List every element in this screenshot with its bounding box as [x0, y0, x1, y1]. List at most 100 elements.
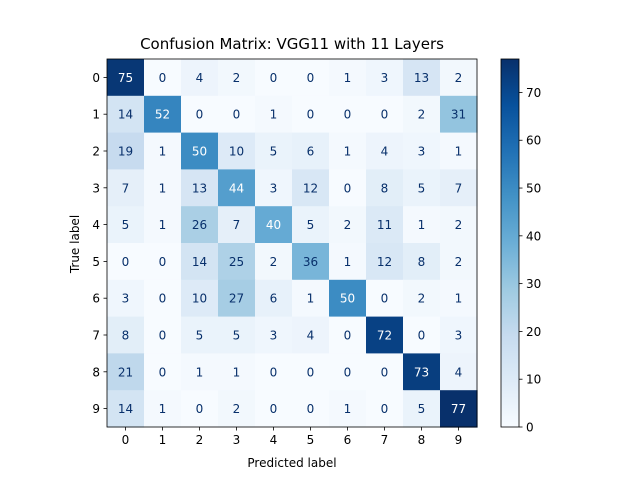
colorbar-tick-label: 40: [526, 229, 541, 243]
heatmap-cell: [255, 169, 293, 207]
heatmap-cell: [218, 206, 256, 244]
cell-value-label: 6: [307, 145, 315, 159]
cell-value-label: 3: [122, 292, 130, 306]
cell-value-label: 5: [418, 402, 426, 416]
cell-value-label: 0: [270, 71, 278, 85]
heatmap-cell: [107, 169, 145, 207]
colorbar: 0 10 20 30 40 50 60 70: [500, 58, 541, 435]
cell-value-label: 7: [455, 181, 463, 195]
cell-value-label: 12: [303, 181, 318, 195]
colorbar-tick-label: 20: [526, 325, 541, 339]
heatmap-cell: [181, 59, 219, 97]
cell-value-label: 0: [344, 329, 352, 343]
heatmap-cell: [144, 243, 182, 281]
cell-value-label: 3: [418, 145, 426, 159]
heatmap-cell: [107, 206, 145, 244]
heatmap-cell: [329, 95, 367, 134]
cell-value-label: 1: [455, 292, 463, 306]
y-tick-label: 7: [92, 329, 100, 343]
heatmap-cell: [292, 169, 330, 207]
heatmap-cell: [181, 353, 219, 391]
heatmap-cell: [292, 243, 330, 281]
heatmap-cell: [218, 353, 256, 391]
cell-value-label: 0: [270, 402, 278, 416]
cell-value-label: 8: [418, 255, 426, 269]
cell-value-label: 0: [381, 365, 389, 379]
cell-value-label: 7: [122, 181, 130, 195]
y-tick-label: 3: [92, 181, 100, 195]
x-tick-label: 9: [455, 433, 463, 447]
heatmap-cell: [366, 353, 404, 391]
cell-value-label: 1: [344, 402, 352, 416]
heatmap-cell: [440, 95, 478, 134]
heatmap-cell: [366, 206, 404, 244]
heatmap-cell: [107, 316, 145, 354]
heatmap-cell: [292, 132, 330, 170]
heatmap-cell: [329, 243, 367, 281]
cell-value-label: 26: [192, 218, 207, 232]
cell-value-label: 0: [122, 255, 130, 269]
cell-value-label: 1: [307, 292, 315, 306]
y-tick-label: 0: [92, 71, 100, 85]
cell-value-label: 0: [307, 108, 315, 122]
heatmap-cell: [292, 95, 330, 134]
heatmap-cell: [292, 279, 330, 318]
heatmap-cell: [181, 169, 219, 207]
heatmap-cell: [403, 132, 441, 170]
cell-value-label: 1: [455, 145, 463, 159]
cell-value-label: 6: [270, 292, 278, 306]
cell-value-label: 1: [159, 402, 167, 416]
cell-value-label: 25: [229, 255, 244, 269]
y-axis-label: True label: [68, 215, 82, 274]
heatmap-cell: [144, 316, 182, 354]
cell-value-label: 31: [451, 108, 466, 122]
x-axis-label: Predicted label: [247, 456, 336, 470]
heatmap-cell: [329, 353, 367, 391]
y-tick-label: 8: [92, 365, 100, 379]
cell-value-label: 21: [118, 365, 133, 379]
cell-value-label: 0: [196, 108, 204, 122]
cell-value-label: 44: [229, 181, 244, 195]
cell-value-label: 0: [233, 108, 241, 122]
cell-value-label: 2: [418, 292, 426, 306]
heatmap-cell: [107, 390, 145, 428]
cell-value-label: 72: [377, 329, 392, 343]
chart-title: Confusion Matrix: VGG11 with 11 Layers: [140, 35, 444, 53]
heatmap-cell: [107, 95, 145, 134]
heatmap-cell: [181, 316, 219, 354]
cell-value-label: 0: [307, 402, 315, 416]
cell-value-label: 12: [377, 255, 392, 269]
heatmap-cell: [255, 316, 293, 354]
cell-value-label: 36: [303, 255, 318, 269]
cell-value-label: 0: [159, 365, 167, 379]
heatmap-cell: [144, 59, 182, 97]
cell-value-label: 73: [414, 365, 429, 379]
heatmap-cell: [107, 132, 145, 170]
cell-value-label: 0: [418, 329, 426, 343]
heatmap-cell: [403, 169, 441, 207]
cell-value-label: 13: [192, 181, 207, 195]
colorbar-gradient: [500, 58, 520, 428]
cell-value-label: 50: [192, 145, 207, 159]
heatmap-cell: [403, 59, 441, 97]
cell-value-label: 14: [118, 108, 133, 122]
cell-value-label: 2: [455, 218, 463, 232]
heatmap-cell: [255, 59, 293, 97]
heatmap-cell: [181, 95, 219, 134]
x-tick-label: 0: [122, 433, 130, 447]
heatmap-cell: [403, 316, 441, 354]
heatmap-cell: [144, 169, 182, 207]
heatmap-cell: [218, 132, 256, 170]
cell-value-label: 0: [307, 365, 315, 379]
cell-value-label: 3: [455, 329, 463, 343]
heatmap-cell: [329, 390, 367, 428]
y-tick-label: 9: [92, 402, 100, 416]
heatmap-cell: [292, 353, 330, 391]
x-axis: 0 1 2 3 4 5 6 7 8 9: [122, 427, 463, 447]
heatmap-cell: [144, 390, 182, 428]
heatmap-cell: [440, 353, 478, 391]
cell-value-label: 1: [159, 218, 167, 232]
